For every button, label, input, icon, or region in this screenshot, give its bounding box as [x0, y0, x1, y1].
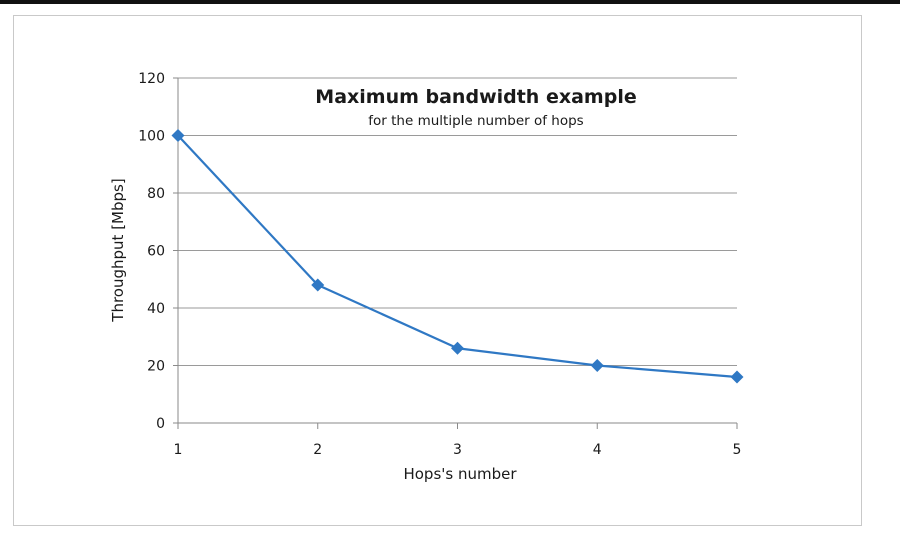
y-tick-label: 120	[138, 71, 165, 87]
data-point-marker	[451, 341, 464, 355]
y-tick-label: 40	[147, 301, 165, 317]
y-tick-label: 80	[147, 186, 165, 202]
series-line-0	[177, 134, 738, 379]
chart-frame	[13, 15, 862, 526]
y-axis-title: Throughput [Mbps]	[109, 178, 127, 322]
x-tick-label: 1	[174, 442, 183, 458]
y-tick-labels: 0 20 40 60 80 100 120	[138, 71, 165, 432]
x-tick-label: 2	[313, 442, 322, 458]
top-rule	[0, 0, 900, 4]
data-point-marker	[311, 278, 325, 292]
data-point-marker	[590, 359, 604, 372]
y-tick-label: 60	[147, 244, 165, 260]
chart-title: Maximum bandwidth example	[315, 86, 636, 108]
x-tick-labels: 1 2 3 4 5	[174, 442, 742, 458]
x-tick-marks	[177, 423, 738, 429]
data-point-marker	[171, 129, 185, 142]
y-tick-label: 20	[147, 359, 165, 375]
chart-subtitle: for the multiple number of hops	[368, 113, 583, 129]
x-tick-label: 3	[453, 442, 462, 458]
gridlines	[173, 77, 737, 424]
x-axis-title: Hops's number	[403, 465, 517, 483]
series-layer	[171, 129, 744, 384]
y-tick-label: 0	[156, 416, 165, 432]
x-tick-label: 4	[593, 442, 602, 458]
data-point-marker	[730, 370, 744, 384]
x-tick-label: 5	[733, 442, 742, 458]
y-tick-label: 100	[138, 129, 165, 145]
